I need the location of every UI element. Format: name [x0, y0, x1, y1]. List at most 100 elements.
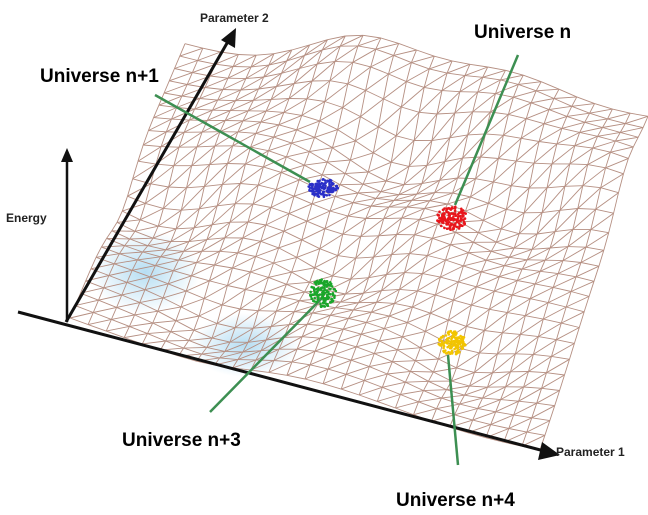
mesh-line	[170, 331, 189, 341]
mesh-line	[485, 133, 504, 136]
mesh-line	[528, 354, 534, 372]
universe-point	[327, 188, 330, 191]
mesh-line	[263, 283, 287, 294]
mesh-line	[337, 255, 356, 259]
mesh-line	[355, 140, 374, 154]
universe-point	[316, 291, 319, 294]
mesh-line	[144, 183, 152, 204]
mesh-line	[472, 408, 479, 421]
mesh-line	[564, 185, 583, 187]
mesh-line	[165, 118, 172, 132]
universe-point	[317, 180, 320, 183]
mesh-line	[602, 118, 608, 128]
mesh-line	[194, 99, 218, 110]
mesh-line	[569, 145, 576, 165]
mesh-line	[360, 322, 367, 335]
mesh-line	[356, 340, 380, 348]
mesh-line	[229, 100, 236, 111]
mesh-line	[399, 382, 406, 395]
mesh-line	[556, 339, 575, 344]
mesh-line	[142, 130, 149, 146]
mesh-line	[144, 289, 164, 299]
mesh-line	[512, 283, 536, 296]
mesh-line	[275, 296, 282, 312]
mesh-line	[428, 380, 447, 391]
mesh-line	[342, 107, 361, 118]
mesh-line	[363, 277, 370, 294]
mesh-line	[452, 281, 459, 301]
mesh-line	[482, 387, 488, 399]
mesh-line	[570, 276, 577, 292]
mesh-line	[495, 400, 519, 413]
mesh-line	[485, 251, 492, 261]
mesh-line	[518, 81, 542, 85]
mesh-line	[132, 163, 157, 180]
mesh-line	[514, 247, 533, 250]
mesh-line	[337, 116, 361, 130]
mesh-line	[562, 246, 587, 261]
mesh-line	[458, 271, 482, 283]
mesh-line	[227, 285, 246, 290]
mesh-line	[271, 98, 290, 100]
mesh-line	[142, 249, 166, 253]
mesh-line	[451, 371, 475, 382]
mesh-line	[365, 312, 372, 323]
mesh-line	[358, 292, 364, 303]
mesh-line	[486, 259, 505, 267]
mesh-line	[201, 237, 226, 252]
mesh-line	[384, 322, 408, 329]
mesh-line	[325, 317, 349, 327]
mesh-line	[551, 145, 576, 165]
mesh-line	[357, 45, 376, 50]
mesh-line	[600, 173, 624, 189]
mesh-line	[355, 236, 362, 259]
mesh-line	[548, 291, 572, 304]
mesh-line	[592, 140, 616, 149]
mesh-line	[541, 387, 560, 391]
mesh-line	[296, 337, 321, 350]
mesh-line	[123, 326, 130, 338]
mesh-line	[396, 219, 420, 235]
mesh-line	[465, 304, 472, 327]
mesh-line	[163, 84, 188, 94]
mesh-line	[561, 116, 568, 129]
mesh-line	[304, 161, 328, 166]
mesh-line	[561, 322, 580, 328]
mesh-line	[567, 229, 574, 247]
mesh-line	[352, 45, 359, 63]
mesh-line	[203, 280, 210, 299]
universe-point	[324, 179, 327, 182]
mesh-line	[219, 120, 226, 132]
mesh-line	[260, 230, 285, 242]
mesh-line	[227, 66, 234, 79]
mesh-line	[199, 98, 218, 101]
mesh-line	[293, 179, 300, 197]
mesh-line	[106, 230, 113, 239]
mesh-line	[530, 298, 549, 304]
mesh-line	[188, 337, 213, 341]
universe-point	[335, 185, 339, 188]
mesh-line	[224, 350, 243, 353]
mesh-line	[439, 177, 458, 181]
mesh-line	[255, 247, 279, 257]
mesh-line	[257, 172, 282, 186]
mesh-line	[186, 290, 205, 299]
mesh-line	[595, 187, 602, 210]
mesh-line	[553, 96, 577, 99]
mesh-line	[342, 215, 349, 235]
mesh-line	[589, 108, 613, 114]
mesh-line	[273, 348, 298, 361]
universe-point	[446, 345, 450, 349]
mesh-line	[559, 374, 565, 391]
mesh-line	[334, 45, 359, 62]
mesh-line	[374, 349, 398, 354]
mesh-line	[144, 283, 169, 291]
mesh-line	[561, 127, 580, 133]
mesh-line	[240, 308, 259, 312]
mesh-line	[199, 89, 224, 99]
universe-point	[310, 285, 314, 289]
mesh-line	[357, 191, 382, 194]
mesh-line	[101, 245, 125, 248]
universe-point	[309, 295, 313, 298]
mesh-line	[394, 290, 418, 304]
